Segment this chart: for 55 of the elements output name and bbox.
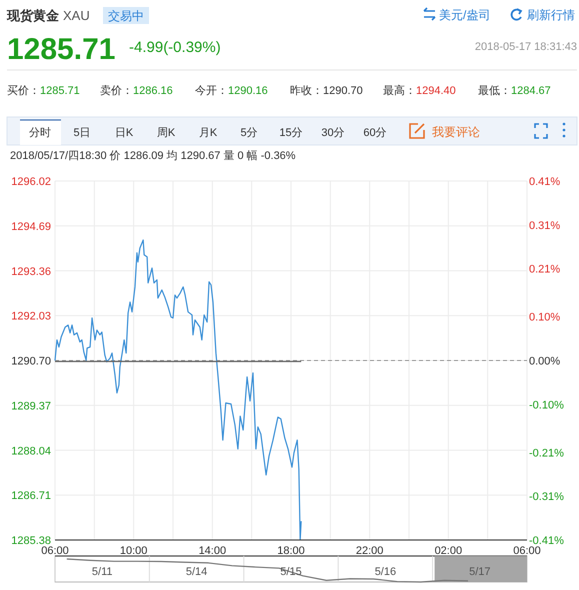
text: 5日 xyxy=(73,127,91,139)
text: 2018-05-17 18:31:43 xyxy=(474,41,577,53)
y-tick-label: 1290.70 xyxy=(11,356,51,368)
text: 1286.16 xyxy=(133,85,173,97)
text: 日K xyxy=(114,127,134,139)
y2-tick-label: 0.41% xyxy=(529,176,560,188)
text: 刷新行情 xyxy=(527,8,575,22)
text: 1284.67 xyxy=(511,85,551,97)
text: 1290.70 xyxy=(323,85,363,97)
y-tick-label: 1288.04 xyxy=(11,445,51,458)
y-tick-label: 1294.69 xyxy=(11,220,51,233)
y2-tick-label: 0.21% xyxy=(529,264,560,276)
text: 15分 xyxy=(279,127,303,139)
y-tick-label: 1296.02 xyxy=(11,176,51,188)
x-tick-label: 02:00 xyxy=(434,545,462,557)
text: 1285.71 xyxy=(7,33,116,66)
y-tick-label: 1285.38 xyxy=(11,535,51,547)
y-tick-label: 1286.71 xyxy=(11,490,51,502)
text: 美元/盎司 xyxy=(439,8,490,22)
annotation: 5/14 xyxy=(186,566,208,578)
line-series xyxy=(54,239,302,541)
y-tick-label: 1289.37 xyxy=(11,400,51,412)
y-tick-label: 1292.03 xyxy=(11,310,51,323)
text: 60分 xyxy=(363,127,387,139)
x-tick-label: 10:00 xyxy=(120,545,148,557)
x-tick-label: 06:00 xyxy=(513,545,541,557)
annotation: 5/11 xyxy=(92,566,112,578)
x-tick-label: 22:00 xyxy=(356,545,384,557)
y2-tick-label: -0.21% xyxy=(529,447,564,460)
y2-tick-label: -0.31% xyxy=(529,491,564,504)
y2-tick-label: -0.41% xyxy=(529,535,564,547)
text: 周K xyxy=(156,127,176,139)
text: 1290.16 xyxy=(228,85,268,97)
y2-tick-label: 0.00% xyxy=(529,356,560,368)
text: 2018/05/17/四18:30 价 1286.09 均 1290.67 量 0 幅 -0.36% xyxy=(10,150,296,162)
y2-tick-label: 0.10% xyxy=(529,312,560,324)
text: 交易中 xyxy=(108,9,144,23)
x-tick-label: 14:00 xyxy=(198,545,226,557)
text: 现货黄金 xyxy=(7,8,59,23)
text: XAU xyxy=(63,8,90,23)
text: 我要评论 xyxy=(432,125,480,139)
text: 1294.40 xyxy=(416,85,456,97)
x-tick-label: 18:00 xyxy=(277,545,305,557)
text: 5分 xyxy=(240,127,258,139)
x-tick-label: 06:00 xyxy=(41,545,69,557)
annotation: 5/16 xyxy=(374,566,396,578)
text: 1285.71 xyxy=(40,85,80,97)
y2-tick-label: -0.10% xyxy=(529,399,564,412)
text: 30分 xyxy=(321,127,345,139)
annotation: 5/17 xyxy=(469,566,491,578)
text: -4.99(-0.39%) xyxy=(129,39,221,56)
text: 分时 xyxy=(29,126,51,139)
y-tick-label: 1293.36 xyxy=(11,266,51,278)
text: 月K xyxy=(198,127,218,139)
y2-tick-label: 0.31% xyxy=(529,220,560,232)
